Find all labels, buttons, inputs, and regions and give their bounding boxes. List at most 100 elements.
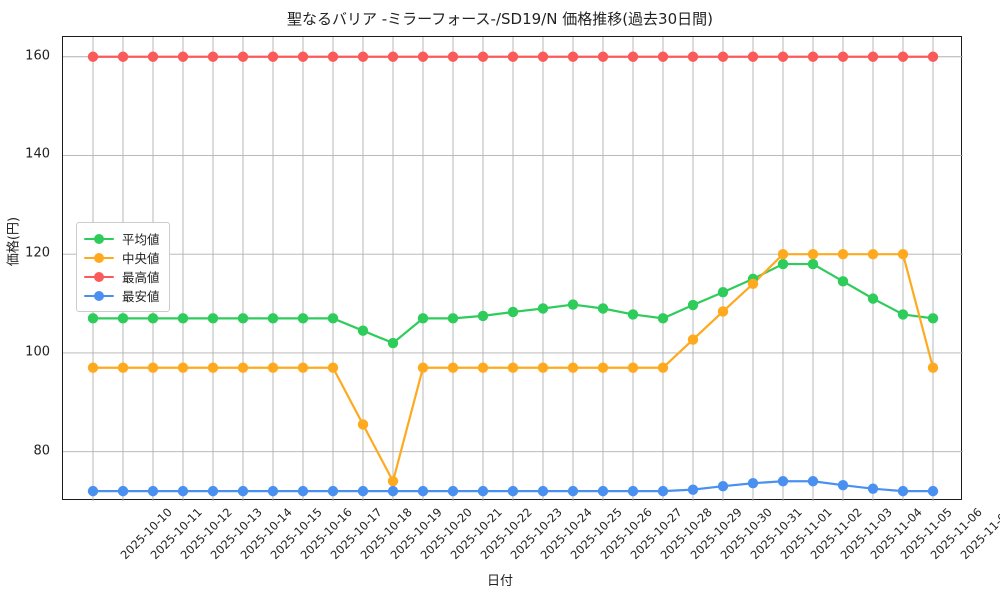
data-point-marker — [627, 309, 639, 320]
series-lines — [87, 51, 939, 497]
legend-swatch-icon — [84, 232, 114, 246]
data-point-marker — [387, 51, 399, 62]
data-point-marker — [507, 306, 519, 318]
data-point-marker — [207, 485, 219, 497]
data-point-marker — [207, 362, 219, 373]
data-point-marker — [87, 313, 99, 324]
data-point-marker — [117, 51, 129, 62]
data-point-marker — [897, 51, 909, 62]
data-point-marker — [687, 334, 699, 345]
data-point-marker — [927, 485, 939, 497]
data-point-marker — [687, 484, 699, 495]
x-axis-tick-labels: 2025-10-10 2025-10-11 2025-10-12 2025-10-13… — [0, 505, 1000, 565]
data-point-marker — [807, 258, 819, 270]
data-point-marker — [927, 362, 939, 373]
data-point-marker — [477, 362, 489, 373]
data-point-marker — [447, 485, 459, 497]
data-point-marker — [297, 485, 309, 497]
y-tick-label: 80 — [33, 443, 50, 459]
data-point-marker — [717, 306, 729, 317]
data-point-marker — [777, 476, 789, 487]
chart-legend: 平均値 中央値最高値最安値 — [76, 222, 170, 312]
data-point-marker — [327, 362, 339, 373]
data-point-marker — [147, 485, 159, 497]
plot-svg — [63, 37, 963, 501]
data-point-marker — [237, 485, 249, 497]
data-point-marker — [237, 362, 249, 373]
data-point-marker — [837, 248, 849, 260]
data-point-marker — [867, 293, 879, 304]
data-point-marker — [537, 485, 549, 497]
data-point-marker — [237, 51, 249, 62]
data-point-marker — [537, 51, 549, 62]
data-point-marker — [477, 485, 489, 497]
data-point-marker — [837, 51, 849, 62]
data-point-marker — [177, 485, 189, 497]
data-point-marker — [747, 51, 759, 62]
legend-item-0[interactable]: 平均値 — [84, 229, 160, 248]
data-point-marker — [747, 278, 759, 290]
data-point-marker — [657, 313, 669, 324]
data-point-marker — [627, 51, 639, 62]
data-point-marker — [627, 362, 639, 373]
data-point-marker — [627, 485, 639, 497]
data-point-marker — [177, 362, 189, 373]
data-point-marker — [657, 485, 669, 497]
data-point-marker — [177, 51, 189, 62]
legend-label: 最高値 — [122, 270, 160, 285]
legend-swatch-icon — [84, 270, 114, 284]
data-point-marker — [447, 362, 459, 373]
data-point-marker — [387, 337, 399, 349]
legend-label: 平均値 — [122, 232, 160, 247]
data-point-marker — [267, 362, 279, 373]
data-point-marker — [297, 51, 309, 62]
data-point-marker — [507, 51, 519, 62]
data-point-marker — [117, 362, 129, 373]
legend-label: 最安値 — [122, 289, 160, 304]
data-point-marker — [507, 362, 519, 373]
chart-title: 聖なるバリア -ミラーフォース-/SD19/N 価格推移(過去30日間) — [287, 10, 713, 28]
data-point-marker — [567, 299, 579, 310]
y-tick-label: 160 — [25, 48, 50, 64]
y-tick-label: 120 — [25, 245, 50, 261]
data-point-marker — [597, 485, 609, 497]
data-point-marker — [897, 485, 909, 497]
data-point-marker — [777, 51, 789, 62]
legend-swatch-icon — [84, 289, 114, 303]
data-point-marker — [537, 303, 549, 314]
data-point-marker — [387, 476, 399, 487]
data-point-marker — [357, 325, 369, 336]
data-point-marker — [417, 51, 429, 62]
data-point-marker — [807, 248, 819, 260]
data-point-marker — [267, 485, 279, 497]
data-point-marker — [717, 51, 729, 62]
data-point-marker — [927, 313, 939, 324]
data-point-marker — [597, 362, 609, 373]
data-point-marker — [387, 485, 399, 497]
data-point-marker — [537, 362, 549, 373]
legend-item-1[interactable]: 中央値 — [84, 248, 160, 267]
legend-item-2[interactable]: 最高値 — [84, 267, 160, 286]
data-point-marker — [237, 313, 249, 324]
data-point-marker — [897, 248, 909, 260]
data-point-marker — [117, 313, 129, 324]
x-axis-label: 日付 — [486, 574, 513, 589]
data-point-marker — [687, 299, 699, 311]
data-point-marker — [177, 313, 189, 324]
data-point-marker — [867, 248, 879, 260]
legend-item-3[interactable]: 最安値 — [84, 286, 160, 305]
data-point-marker — [267, 313, 279, 324]
data-point-marker — [117, 485, 129, 497]
data-point-marker — [357, 485, 369, 497]
data-point-marker — [357, 419, 369, 430]
data-point-marker — [327, 51, 339, 62]
data-point-marker — [777, 248, 789, 260]
data-point-marker — [597, 303, 609, 314]
legend-swatch-icon — [84, 251, 114, 265]
data-point-marker — [147, 313, 159, 324]
data-point-marker — [867, 51, 879, 62]
data-point-marker — [567, 362, 579, 373]
data-point-marker — [477, 310, 489, 322]
data-point-marker — [477, 51, 489, 62]
